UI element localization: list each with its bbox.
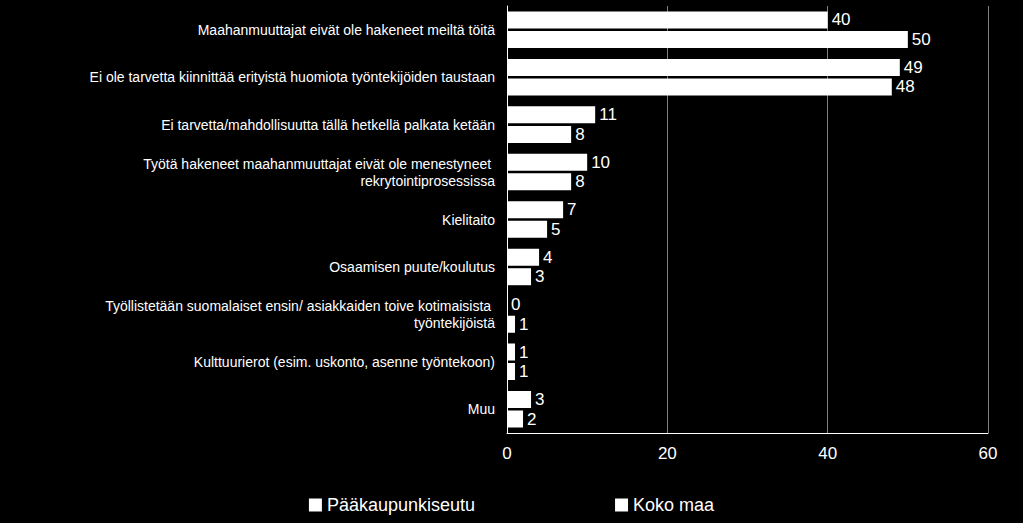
svg-text:2: 2 — [527, 410, 536, 429]
svg-text:työntekijöistä: työntekijöistä — [414, 315, 495, 331]
svg-text:0: 0 — [511, 295, 520, 314]
svg-text:3: 3 — [535, 267, 544, 286]
svg-text:5: 5 — [551, 220, 560, 239]
svg-text:11: 11 — [599, 105, 617, 124]
svg-text:Työtä hakeneet maahanmuuttajat: Työtä hakeneet maahanmuuttajat eivät ole… — [143, 156, 495, 172]
svg-text:20: 20 — [658, 444, 677, 463]
svg-text:Työllistetään suomalaiset ensi: Työllistetään suomalaiset ensin/ asiakka… — [105, 298, 495, 314]
svg-text:Pääkaupunkiseutu: Pääkaupunkiseutu — [327, 495, 475, 515]
svg-text:Muu: Muu — [468, 401, 495, 417]
svg-text:50: 50 — [912, 30, 931, 49]
svg-text:rekrytointiprosessissa: rekrytointiprosessissa — [360, 173, 495, 189]
svg-text:49: 49 — [904, 58, 923, 77]
svg-text:60: 60 — [979, 444, 998, 463]
svg-text:Ei ole tarvetta kiinnittää eri: Ei ole tarvetta kiinnittää erityistä huo… — [90, 69, 495, 85]
svg-text:40: 40 — [832, 10, 851, 29]
svg-text:0: 0 — [502, 444, 511, 463]
svg-text:Koko maa: Koko maa — [633, 495, 715, 515]
svg-text:3: 3 — [535, 390, 544, 409]
svg-text:7: 7 — [567, 200, 576, 219]
svg-text:4: 4 — [543, 248, 552, 267]
svg-text:1: 1 — [519, 362, 528, 381]
svg-text:Ei tarvetta/mahdollisuutta täl: Ei tarvetta/mahdollisuutta tällä hetkell… — [161, 117, 495, 133]
svg-text:8: 8 — [575, 172, 584, 191]
svg-text:8: 8 — [575, 125, 584, 144]
svg-text:Maahanmuuttajat eivät ole hake: Maahanmuuttajat eivät ole hakeneet meilt… — [198, 22, 496, 38]
svg-text:Osaamisen puute/koulutus: Osaamisen puute/koulutus — [329, 259, 495, 275]
svg-text:Kulttuurierot (esim. uskonto,: Kulttuurierot (esim. uskonto, asenne työ… — [194, 354, 495, 370]
svg-text:Kielitaito: Kielitaito — [442, 212, 495, 228]
svg-text:1: 1 — [519, 343, 528, 362]
svg-text:40: 40 — [818, 444, 837, 463]
svg-text:10: 10 — [591, 153, 610, 172]
svg-text:1: 1 — [519, 315, 528, 334]
svg-text:48: 48 — [896, 77, 915, 96]
